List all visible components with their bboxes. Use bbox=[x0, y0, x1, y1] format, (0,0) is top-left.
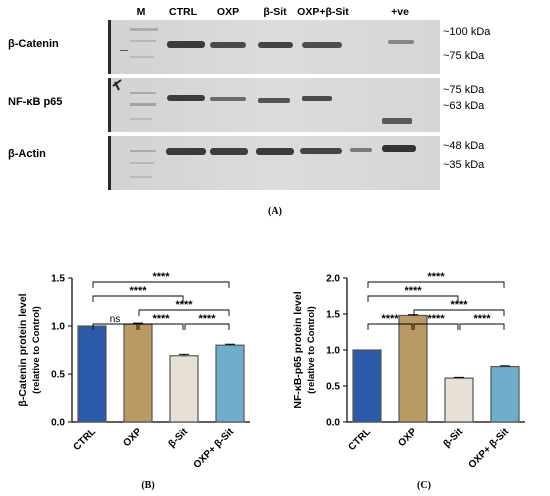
significance-bracket bbox=[367, 295, 459, 302]
bar-3 bbox=[215, 344, 245, 423]
significance-bracket bbox=[92, 281, 230, 288]
marker-75kda-a: ~75 kDa bbox=[443, 50, 485, 62]
x-tick-label: β-Sit bbox=[167, 426, 191, 450]
row-label-beta-actin: β-Actin bbox=[8, 148, 46, 160]
significance-bracket bbox=[367, 281, 505, 288]
significance-bracket bbox=[184, 323, 230, 330]
blot-strip-beta-catenin bbox=[108, 20, 440, 74]
lane-label-bsit: β-Sit bbox=[263, 6, 287, 18]
significance-bracket bbox=[92, 295, 184, 302]
lane-label-positive: +ve bbox=[391, 6, 409, 18]
bar-2 bbox=[444, 377, 474, 423]
bar-1 bbox=[398, 314, 428, 423]
y-axis-label-2: (relative to Control) bbox=[31, 306, 42, 394]
bar-2 bbox=[169, 355, 199, 423]
significance-label: **** bbox=[198, 313, 216, 325]
bar-0 bbox=[77, 325, 107, 423]
x-tick-label: OXP bbox=[396, 426, 419, 449]
significance-label: **** bbox=[129, 285, 147, 297]
significance-label: ns bbox=[110, 314, 121, 325]
lane-label-oxp: OXP bbox=[216, 6, 240, 18]
significance-label: **** bbox=[381, 313, 399, 325]
significance-label: **** bbox=[152, 313, 170, 325]
chart-beta-catenin: 0.0 0.5 1.0 1.5 β-Catenin protein level (rela… bbox=[17, 271, 250, 468]
row-label-beta-catenin: β-Catenin bbox=[8, 38, 59, 50]
y-tick-label: 2.0 bbox=[326, 274, 340, 285]
bar-3 bbox=[490, 365, 520, 423]
y-axis-label-2: (relative to Control) bbox=[306, 306, 317, 394]
significance-bracket bbox=[138, 323, 184, 330]
significance-label: **** bbox=[450, 299, 468, 311]
panel-letter-b: (B) bbox=[141, 480, 155, 491]
y-tick-label: 0.0 bbox=[51, 418, 65, 429]
blot-strip-nfkb bbox=[108, 78, 440, 132]
lane-label-m: M bbox=[136, 6, 146, 18]
western-blot-panel: M CTRL OXP β-Sit OXP+β-Sit +ve β-Catenin… bbox=[0, 0, 550, 217]
y-tick-label: 0.5 bbox=[51, 370, 65, 381]
significance-label: **** bbox=[473, 313, 491, 325]
significance-label: **** bbox=[175, 299, 193, 311]
significance-label: **** bbox=[152, 271, 170, 283]
significance-label: **** bbox=[404, 285, 422, 297]
panel-letter-a: (A) bbox=[268, 206, 282, 217]
x-tick-label: OXP+ β-Sit bbox=[192, 426, 237, 468]
bar-1 bbox=[123, 323, 153, 423]
x-tick-label: CTRL bbox=[71, 426, 98, 453]
marker-63kda: ~63 kDa bbox=[443, 100, 485, 112]
blot-images bbox=[108, 20, 440, 190]
lane-label-ctrl: CTRL bbox=[169, 6, 197, 18]
y-tick-label: 0.0 bbox=[326, 418, 340, 429]
significance-bracket bbox=[138, 309, 230, 316]
significance-bracket bbox=[92, 323, 138, 330]
bar-0 bbox=[352, 349, 382, 423]
x-tick-label: OXP bbox=[121, 426, 144, 449]
y-tick-label: 1.5 bbox=[326, 310, 340, 321]
y-tick-label: 0.5 bbox=[326, 382, 340, 393]
significance-bracket bbox=[413, 323, 459, 330]
chart-nfkb: 0.0 0.5 1.0 1.5 2.0 NF-κB-p65 protein level (r… bbox=[292, 271, 525, 468]
marker-35kda: ~35 kDa bbox=[443, 159, 485, 171]
marker-100kda: ~100 kDa bbox=[443, 26, 491, 38]
y-axis-label: β-Catenin protein level bbox=[17, 293, 29, 406]
significance-label: **** bbox=[427, 271, 445, 283]
significance-bracket bbox=[367, 323, 413, 330]
blot-strip-beta-actin bbox=[108, 136, 440, 190]
significance-label: **** bbox=[427, 313, 445, 325]
significance-bracket bbox=[459, 323, 505, 330]
marker-75kda-b: ~75 kDa bbox=[443, 84, 485, 96]
lane-label-oxp-bsit: OXP+β-Sit bbox=[297, 6, 349, 18]
x-tick-label: CTRL bbox=[346, 426, 373, 453]
marker-48kda: ~48 kDa bbox=[443, 140, 485, 152]
y-tick-label: 1.5 bbox=[51, 274, 65, 285]
y-tick-label: 1.0 bbox=[51, 322, 65, 333]
panel-letter-c: (C) bbox=[417, 480, 431, 491]
x-tick-label: β-Sit bbox=[442, 426, 466, 450]
y-axis-label: NF-κB-p65 protein level bbox=[292, 291, 304, 408]
significance-bracket bbox=[413, 309, 505, 316]
row-label-nfkb: NF-κB p65 bbox=[8, 96, 63, 108]
y-tick-label: 1.0 bbox=[326, 346, 340, 357]
x-tick-label: OXP+ β-Sit bbox=[467, 426, 512, 468]
